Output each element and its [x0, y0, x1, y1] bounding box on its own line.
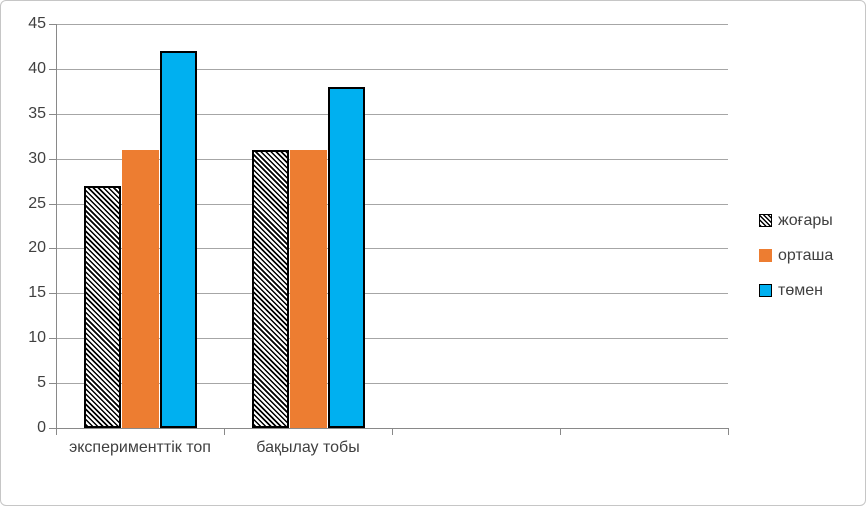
gridline	[56, 159, 728, 160]
y-axis-tick	[49, 383, 56, 384]
y-axis-tick	[49, 114, 56, 115]
gridline	[56, 114, 728, 115]
bar-орташа-2	[290, 150, 327, 428]
y-axis-tick	[49, 338, 56, 339]
y-axis-tick	[49, 159, 56, 160]
legend-item-жоғары: жоғары	[759, 212, 833, 229]
bar-орташа-1	[122, 150, 159, 428]
x-axis-category-label: бақылау тобы	[256, 439, 360, 456]
x-axis-line	[56, 428, 729, 429]
legend-label: орташа	[778, 246, 834, 264]
x-axis-tick	[56, 429, 57, 435]
y-axis-tick	[49, 428, 56, 429]
y-axis-tick	[49, 248, 56, 249]
legend-label: жоғары	[778, 211, 833, 229]
y-axis-tick	[49, 69, 56, 70]
x-axis-tick	[392, 429, 393, 435]
y-axis-label: 45	[28, 15, 46, 32]
x-axis-tick	[224, 429, 225, 435]
gridline	[56, 204, 728, 205]
gridline	[56, 69, 728, 70]
gridline	[56, 383, 728, 384]
gridline	[56, 338, 728, 339]
bar-жоғары-1	[84, 186, 121, 428]
y-axis-tick	[49, 204, 56, 205]
legend-item-төмен: төмен	[759, 282, 823, 299]
y-axis-line	[56, 24, 57, 428]
y-axis-label: 0	[37, 419, 46, 436]
y-axis-label: 20	[28, 239, 46, 256]
legend-item-орташа: орташа	[759, 247, 833, 264]
y-axis-label: 35	[28, 105, 46, 122]
legend-label: төмен	[778, 281, 823, 299]
gridline	[56, 293, 728, 294]
x-axis-category-label: эксперименттік топ	[69, 439, 211, 456]
y-axis-label: 15	[28, 284, 46, 301]
legend-swatch-icon	[759, 249, 772, 262]
bar-төмен-2	[328, 87, 365, 428]
y-axis-tick	[49, 24, 56, 25]
gridline	[56, 24, 728, 25]
gridline	[56, 248, 728, 249]
y-axis-label: 40	[28, 60, 46, 77]
x-axis-tick	[560, 429, 561, 435]
y-axis-label: 10	[28, 329, 46, 346]
x-axis-tick	[728, 429, 729, 435]
legend-swatch-icon	[759, 214, 772, 227]
y-axis-label: 30	[28, 150, 46, 167]
bar-төмен-1	[160, 51, 197, 428]
bar-жоғары-2	[252, 150, 289, 428]
legend-swatch-icon	[759, 284, 772, 297]
y-axis-tick	[49, 293, 56, 294]
y-axis-label: 25	[28, 195, 46, 212]
y-axis-label: 5	[37, 374, 46, 391]
